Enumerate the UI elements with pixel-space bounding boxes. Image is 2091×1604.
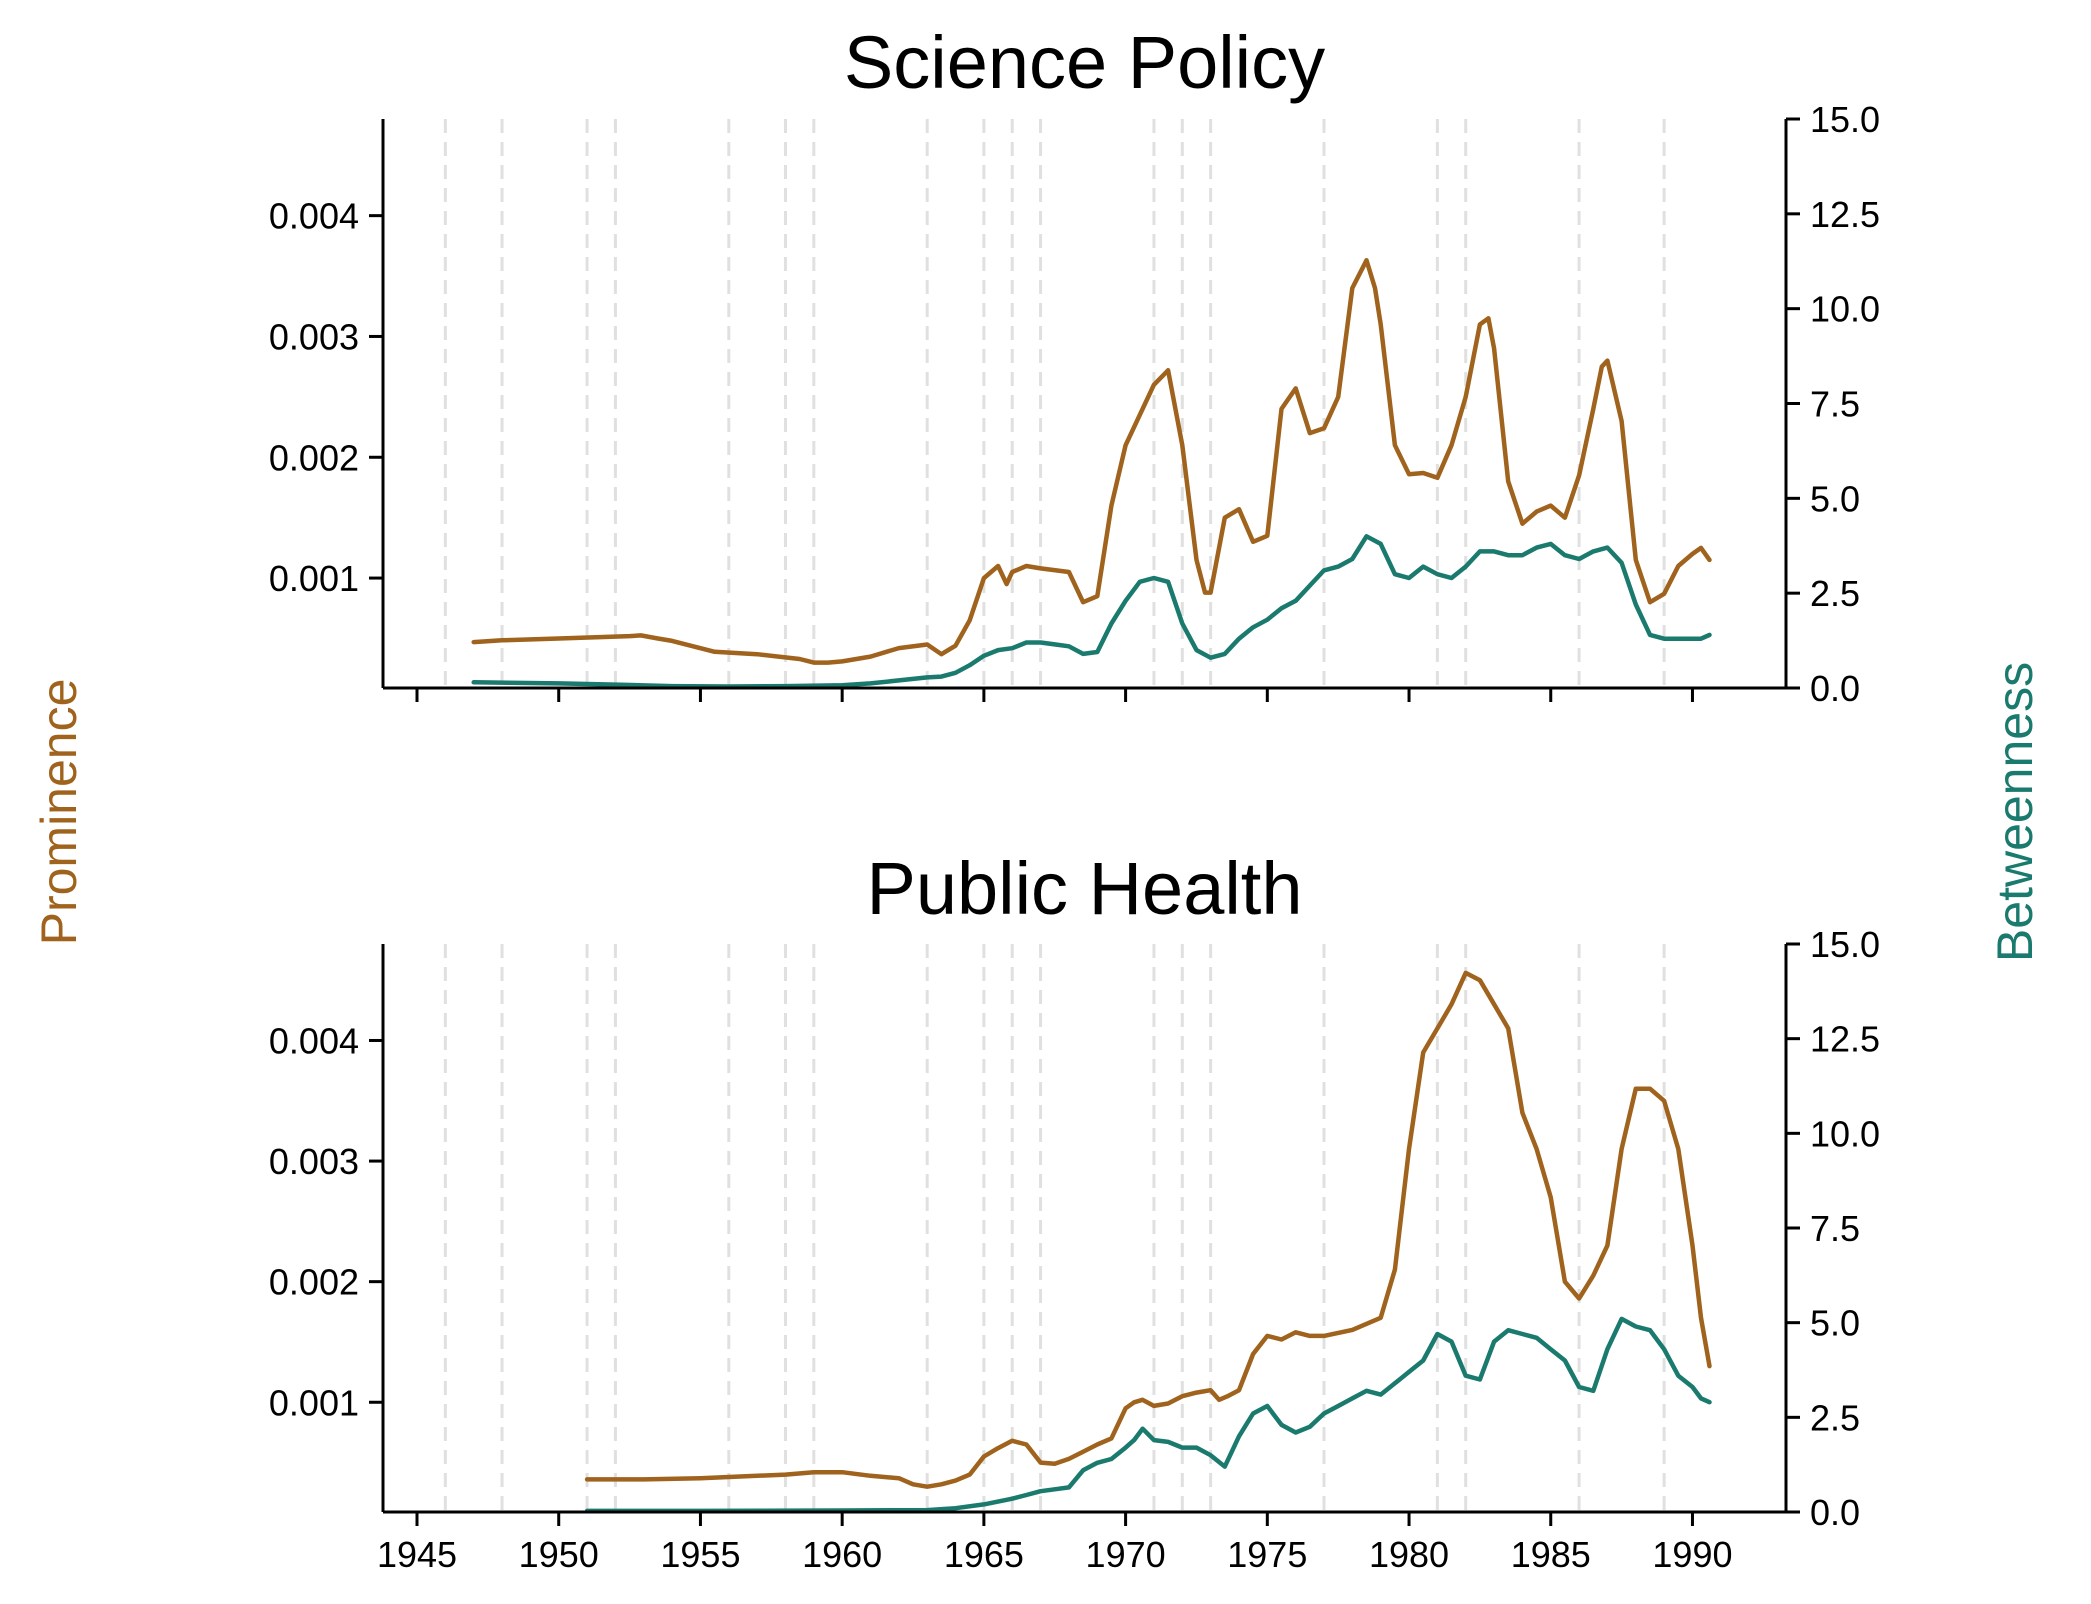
- x-tick-label: 1965: [944, 1534, 1024, 1575]
- right-tick-label: 7.5: [1810, 384, 1860, 425]
- x-tick-label: 1950: [519, 1534, 599, 1575]
- left-tick-label: 0.002: [269, 437, 359, 478]
- left-tick-label: 0.001: [269, 1382, 359, 1423]
- right-tick-label: 10.0: [1810, 1113, 1880, 1154]
- right-tick-label: 2.5: [1810, 573, 1860, 614]
- left-tick-label: 0.003: [269, 1141, 359, 1182]
- x-tick-label: 1985: [1511, 1534, 1591, 1575]
- right-tick-label: 5.0: [1810, 1303, 1860, 1344]
- x-tick-label: 1980: [1369, 1534, 1449, 1575]
- right-tick-label: 12.5: [1810, 194, 1880, 235]
- public-health-title: Public Health: [866, 847, 1302, 930]
- x-tick-label: 1955: [660, 1534, 740, 1575]
- left-tick-label: 0.003: [269, 316, 359, 357]
- left-tick-label: 0.004: [269, 1020, 359, 1061]
- x-tick-label: 1970: [1086, 1534, 1166, 1575]
- public-health-betweenness-line: [584, 1316, 1712, 1514]
- science-policy-betweenness-line: [471, 534, 1712, 689]
- right-tick-label: 2.5: [1810, 1397, 1860, 1438]
- science-policy-title: Science Policy: [844, 21, 1325, 104]
- right-tick-label: 10.0: [1810, 289, 1880, 330]
- science-policy-event-lines: [443, 119, 1666, 688]
- science-policy-panel: Science Policy 0.001 0.002 0.003 0.004 0.0 2.5…: [269, 21, 1880, 709]
- right-tick-label: 0.0: [1810, 1492, 1860, 1533]
- right-tick-label: 5.0: [1810, 478, 1860, 519]
- science-policy-prominence-line: [471, 258, 1712, 665]
- right-tick-label: 15.0: [1810, 924, 1880, 965]
- left-tick-label: 0.001: [269, 558, 359, 599]
- public-health-panel: Public Health 0.001 0.002 0.003 0.004 0.0 2.5 5…: [269, 847, 1880, 1575]
- right-tick-label: 0.0: [1810, 668, 1860, 709]
- public-health-prominence-line: [584, 970, 1712, 1489]
- left-axis-label: Prominence: [31, 679, 87, 946]
- x-tick-label: 1990: [1652, 1534, 1732, 1575]
- right-tick-label: 15.0: [1810, 99, 1880, 140]
- left-tick-label: 0.002: [269, 1262, 359, 1303]
- x-tick-label: 1945: [377, 1534, 457, 1575]
- left-tick-label: 0.004: [269, 196, 359, 237]
- x-tick-label: 1960: [802, 1534, 882, 1575]
- x-tick-label: 1975: [1227, 1534, 1307, 1575]
- public-health-event-lines: [443, 944, 1666, 1512]
- right-tick-label: 12.5: [1810, 1019, 1880, 1060]
- right-axis-label: Betweenness: [1987, 662, 2043, 962]
- right-tick-label: 7.5: [1810, 1208, 1860, 1249]
